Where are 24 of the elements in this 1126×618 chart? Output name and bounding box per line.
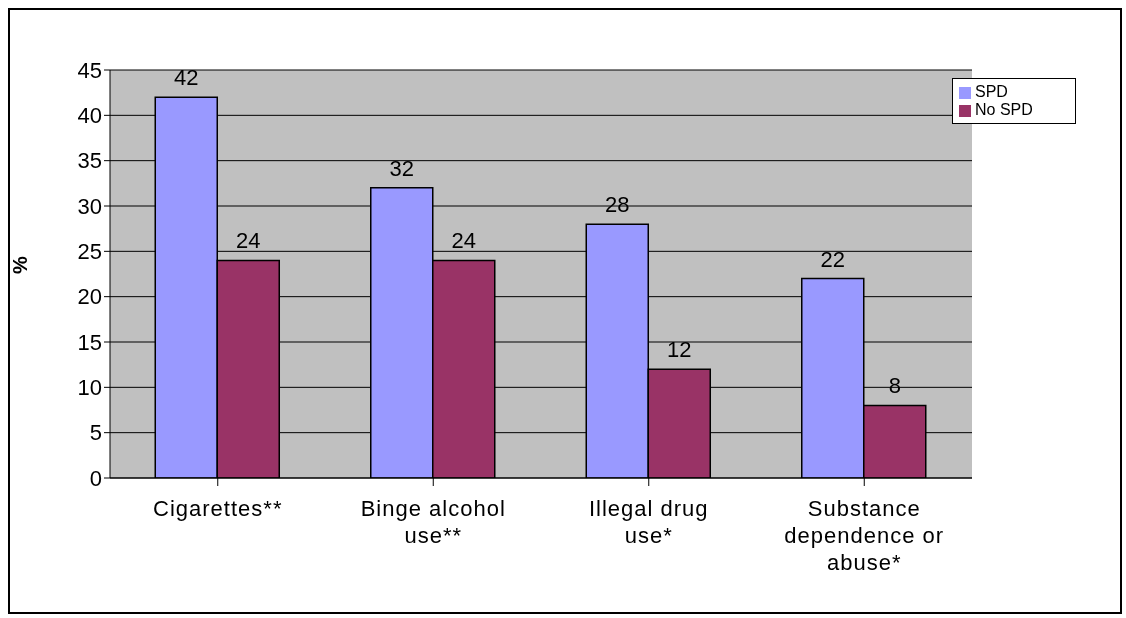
y-tick-label: 5 — [89, 420, 102, 446]
y-tick-label: 30 — [77, 193, 102, 219]
x-tick-label: Substance dependence or abuse* — [784, 496, 945, 575]
y-tick-label: 40 — [77, 103, 102, 129]
y-tick-label: 20 — [77, 284, 102, 310]
data-label: 12 — [667, 337, 692, 363]
data-label: 22 — [820, 246, 845, 272]
legend-label: No SPD — [975, 101, 1033, 118]
data-label: 42 — [174, 65, 199, 91]
y-axis-title: % — [9, 256, 32, 274]
y-tick-label: 0 — [89, 465, 102, 491]
y-tick-label: 25 — [77, 239, 102, 265]
y-tick-label: 45 — [77, 57, 102, 83]
x-tick-label: Cigarettes** — [153, 496, 283, 521]
y-tick-label: 35 — [77, 148, 102, 174]
data-label: 24 — [451, 228, 476, 254]
y-tick-label: 15 — [77, 329, 102, 355]
x-tick-label: Illegal drug use* — [588, 496, 709, 548]
data-label: 32 — [389, 155, 414, 181]
x-tick-label: Binge alcohol use** — [360, 496, 506, 548]
legend-label: SPD — [975, 83, 1008, 100]
data-label: 28 — [605, 192, 630, 218]
y-tick-label: 10 — [77, 375, 102, 401]
data-label: 24 — [236, 228, 261, 254]
